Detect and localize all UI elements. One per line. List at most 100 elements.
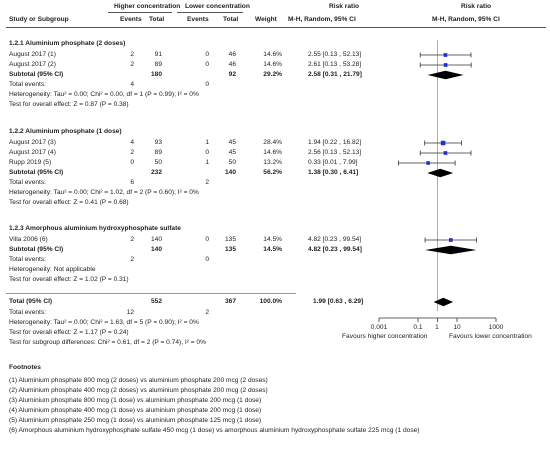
study-weight: 14.6% bbox=[263, 61, 282, 68]
study-total-b: 46 bbox=[228, 61, 236, 68]
study-events-b: 0 bbox=[205, 61, 209, 68]
axis-tick-label: 1000 bbox=[488, 324, 504, 331]
study-events-b: 0 bbox=[205, 51, 209, 58]
study-total-a: 50 bbox=[154, 159, 162, 166]
subtotal-total-a: 140 bbox=[150, 246, 162, 253]
total-events-label: Total events: bbox=[9, 81, 47, 88]
total-total-b: 367 bbox=[224, 298, 236, 305]
subtotal-total-b: 135 bbox=[224, 246, 236, 253]
total-ci: 1.99 [0.63 , 6.29] bbox=[313, 298, 364, 305]
study-marker bbox=[440, 140, 446, 146]
study-total-b: 46 bbox=[228, 51, 236, 58]
study-name: August 2017 (1) bbox=[9, 51, 56, 58]
study-total-a: 91 bbox=[154, 51, 162, 58]
subtotal-label: Subtotal (95% CI) bbox=[9, 246, 64, 253]
axis-tick-label: 1 bbox=[435, 324, 439, 331]
total-total-a: 552 bbox=[150, 298, 162, 305]
header-events-b: Events bbox=[187, 16, 209, 23]
header-total-a: Total bbox=[149, 16, 165, 23]
subtotal-total-b: 140 bbox=[224, 169, 236, 176]
total-events-b: 0 bbox=[205, 81, 209, 88]
total-overall-effect: Test for overall effect: Z = 1.17 (P = 0… bbox=[9, 329, 129, 336]
total-weight: 100.0% bbox=[259, 298, 282, 305]
overall-effect: Test for overall effect: Z = 0.87 (P = 0… bbox=[9, 101, 129, 108]
axis-tick-label: 0.001 bbox=[370, 324, 388, 331]
subtotal-label: Subtotal (95% CI) bbox=[9, 169, 64, 176]
subgroup-1-title: 1.2.1 Aluminium phosphate (2 doses) bbox=[9, 40, 126, 47]
study-marker bbox=[426, 161, 430, 165]
study-ci: 2.55 [0.13 , 52.13] bbox=[308, 51, 362, 58]
study-events-b: 0 bbox=[205, 236, 209, 243]
footnote-item: (4) Aluminium phosphate 400 mcg (1 dose)… bbox=[9, 407, 262, 414]
header-total-b: Total bbox=[223, 16, 239, 23]
study-total-a: 93 bbox=[154, 139, 162, 146]
total-events-a: 4 bbox=[130, 81, 134, 88]
subtotal-weight: 29.2% bbox=[263, 71, 282, 78]
study-weight: 13.2% bbox=[263, 159, 282, 166]
header-underline-a bbox=[108, 12, 172, 13]
subtotal-ci: 2.58 [0.31 , 21.79] bbox=[308, 71, 362, 78]
footnote-item: (2) Aluminium phosphate 400 mcg (2 doses… bbox=[9, 387, 268, 394]
header-group-b: Lower concentration bbox=[185, 3, 250, 10]
subtotal-label: Subtotal (95% CI) bbox=[9, 71, 64, 78]
footnote-item: (1) Aluminium phosphate 800 mcg (2 doses… bbox=[9, 377, 268, 384]
subgroup-2-title: 1.2.2 Aluminium phosphate (1 dose) bbox=[9, 128, 122, 135]
study-events-a: 2 bbox=[130, 236, 134, 243]
heterogeneity: Heterogeneity: Tau² = 0.00; Chi² = 0.00,… bbox=[9, 91, 199, 98]
study-marker bbox=[448, 238, 453, 242]
overall-effect: Test for overall effect: Z = 0.41 (P = 0… bbox=[9, 199, 129, 206]
study-events-b: 1 bbox=[205, 139, 209, 146]
axis-tick-label: 10 bbox=[453, 324, 461, 331]
footnote-item: (6) Amorphous aluminium hydroxyphosphate… bbox=[9, 427, 420, 434]
heterogeneity: Heterogeneity: Tau² = 0.00; Chi² = 1.02,… bbox=[9, 189, 199, 196]
footnotes-title: Footnotes bbox=[9, 364, 41, 371]
subtotal-total-b: 92 bbox=[228, 71, 236, 78]
study-total-b: 45 bbox=[228, 149, 236, 156]
study-events-a: 0 bbox=[130, 159, 134, 166]
study-ci: 0.33 [0.01 , 7.99] bbox=[308, 159, 358, 166]
pooled-diamond bbox=[425, 245, 477, 255]
favours-left-label: Favours higher concentration bbox=[342, 333, 428, 340]
total-events-a: 12 bbox=[126, 309, 134, 316]
study-events-b: 1 bbox=[205, 159, 209, 166]
study-total-a: 89 bbox=[154, 61, 162, 68]
subtotal-ci: 1.38 [0.30 , 6.41] bbox=[308, 169, 359, 176]
footnote-item: (3) Aluminium phosphate 800 mcg (1 dose)… bbox=[9, 397, 262, 404]
subtotal-total-a: 180 bbox=[150, 71, 162, 78]
subtotal-ci: 4.82 [0.23 , 99.54] bbox=[308, 246, 362, 253]
header-weight: Weight bbox=[255, 16, 277, 23]
header-events-a: Events bbox=[120, 16, 142, 23]
total-events-b: 2 bbox=[205, 179, 209, 186]
study-total-b: 45 bbox=[228, 139, 236, 146]
study-marker bbox=[443, 63, 448, 67]
study-total-a: 89 bbox=[154, 149, 162, 156]
study-ci: 1.94 [0.22 , 16.82] bbox=[308, 139, 362, 146]
heterogeneity: Heterogeneity: Not applicable bbox=[9, 266, 96, 273]
header-rr-plot-method: M-H, Random, 95% CI bbox=[432, 16, 500, 23]
study-events-a: 2 bbox=[130, 149, 134, 156]
total-label: Total (95% CI) bbox=[9, 298, 53, 305]
subgroup-3-title: 1.2.3 Amorphous aluminium hydroxyphospha… bbox=[9, 225, 181, 232]
study-weight: 14.6% bbox=[263, 51, 282, 58]
header-rr-text: Risk ratio bbox=[329, 3, 360, 10]
study-name: Rupp 2019 (5) bbox=[9, 159, 52, 166]
study-name: August 2017 (4) bbox=[9, 149, 56, 156]
total-events-b: 0 bbox=[205, 256, 209, 263]
study-name: Villa 2006 (6) bbox=[9, 236, 48, 243]
total-events-label: Total events: bbox=[9, 179, 47, 186]
header-rr-plot: Risk ratio bbox=[461, 3, 492, 10]
footnote-item: (5) Aluminium phosphate 250 mcg (1 dose)… bbox=[9, 417, 262, 424]
study-weight: 28.4% bbox=[263, 139, 282, 146]
total-events-label: Total events: bbox=[9, 309, 47, 316]
study-name: August 2017 (2) bbox=[9, 61, 56, 68]
study-weight: 14.5% bbox=[263, 236, 282, 243]
total-heterogeneity: Heterogeneity: Tau² = 0.00; Chi² = 1.63,… bbox=[9, 319, 199, 326]
study-events-a: 4 bbox=[130, 139, 134, 146]
total-top-rule bbox=[6, 293, 296, 294]
study-name: August 2017 (3) bbox=[9, 139, 56, 146]
study-ci: 2.61 [0.13 , 53.28] bbox=[308, 61, 362, 68]
subtotal-total-a: 232 bbox=[150, 169, 162, 176]
pooled-diamond bbox=[427, 70, 464, 80]
pooled-diamond bbox=[433, 297, 454, 307]
